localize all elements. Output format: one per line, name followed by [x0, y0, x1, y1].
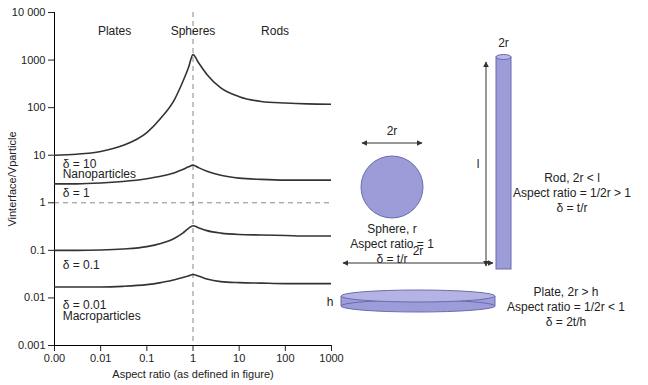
svg-text:10: 10 — [233, 352, 245, 364]
svg-text:1: 1 — [39, 196, 45, 208]
svg-text:Plate, 2r > h: Plate, 2r > h — [533, 285, 598, 299]
svg-text:Plates: Plates — [98, 24, 131, 38]
svg-text:Rod, 2r < l: Rod, 2r < l — [544, 171, 600, 185]
svg-text:100: 100 — [27, 101, 45, 113]
svg-text:Spheres: Spheres — [171, 24, 216, 38]
svg-text:δ = 10: δ = 10 — [62, 157, 97, 171]
svg-text:0.1: 0.1 — [139, 352, 154, 364]
svg-text:Nanoparticles: Nanoparticles — [63, 167, 136, 181]
svg-text:1000: 1000 — [21, 54, 45, 66]
svg-text:0.01: 0.01 — [24, 291, 45, 303]
svg-text:Rods: Rods — [261, 24, 289, 38]
svg-text:2r: 2r — [387, 124, 398, 138]
svg-text:Sphere, r: Sphere, r — [367, 222, 416, 236]
svg-text:Aspect ratio = 1: Aspect ratio = 1 — [350, 237, 434, 251]
svg-text:δ = 0.1: δ = 0.1 — [63, 258, 100, 272]
svg-text:100: 100 — [276, 352, 294, 364]
svg-text:10 000: 10 000 — [12, 6, 46, 18]
svg-text:2r: 2r — [498, 36, 509, 50]
svg-text:0.1: 0.1 — [30, 244, 45, 256]
svg-text:Aspect ratio (as defined in fi: Aspect ratio (as defined in figure) — [112, 368, 273, 380]
svg-text:0.01: 0.01 — [90, 352, 111, 364]
svg-text:Vinterface/Vparticle: Vinterface/Vparticle — [6, 131, 18, 226]
svg-text:δ = 0.01: δ = 0.01 — [62, 298, 107, 313]
svg-text:Aspect ratio = 1/2r > 1: Aspect ratio = 1/2r > 1 — [513, 186, 631, 200]
svg-text:1000: 1000 — [319, 352, 343, 364]
svg-text:l: l — [477, 157, 480, 171]
svg-text:0.001: 0.001 — [18, 339, 46, 351]
svg-text:2r: 2r — [413, 244, 424, 258]
svg-text:1: 1 — [190, 352, 196, 364]
svg-text:10: 10 — [33, 149, 45, 161]
svg-text:δ = 1: δ = 1 — [63, 186, 90, 200]
svg-text:δ = t/r: δ = t/r — [556, 201, 587, 215]
svg-text:δ = t/r: δ = t/r — [376, 252, 407, 266]
svg-text:Macroparticles: Macroparticles — [63, 309, 141, 323]
svg-text:h: h — [327, 295, 334, 309]
svg-text:δ = 2t/h: δ = 2t/h — [546, 315, 586, 329]
svg-text:0.00: 0.00 — [44, 352, 65, 364]
svg-text:Aspect ratio = 1/2r < 1: Aspect ratio = 1/2r < 1 — [507, 300, 625, 314]
